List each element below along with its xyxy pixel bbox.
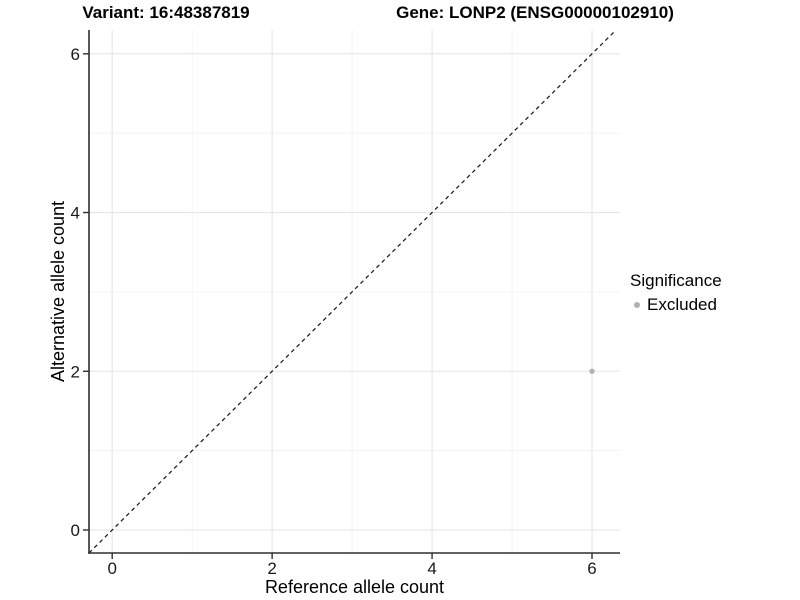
legend-entry-label: Excluded [647, 295, 717, 314]
plot-title-gene: Gene: LONP2 (ENSG00000102910) [396, 3, 674, 22]
legend-title: Significance [630, 271, 722, 290]
legend-entry-excluded: Excluded [630, 295, 722, 315]
circle-icon [634, 302, 640, 308]
plot-title-variant: Variant: 16:48387819 [82, 3, 250, 22]
legend: Significance Excluded [630, 271, 722, 315]
x-axis-tick-label: 6 [587, 559, 596, 578]
y-axis-tick-label: 2 [71, 362, 80, 381]
identity-line [88, 29, 617, 554]
y-axis-tick-label: 0 [71, 521, 80, 540]
y-axis-tick-label: 4 [71, 204, 80, 223]
x-axis-tick-label: 4 [427, 559, 436, 578]
x-axis-tick-label: 0 [107, 559, 116, 578]
data-point [589, 368, 595, 374]
y-axis-tick-label: 6 [71, 45, 80, 64]
x-axis-title: Reference allele count [265, 577, 444, 597]
y-axis-title: Alternative allele count [48, 201, 68, 382]
x-axis-tick-label: 2 [267, 559, 276, 578]
